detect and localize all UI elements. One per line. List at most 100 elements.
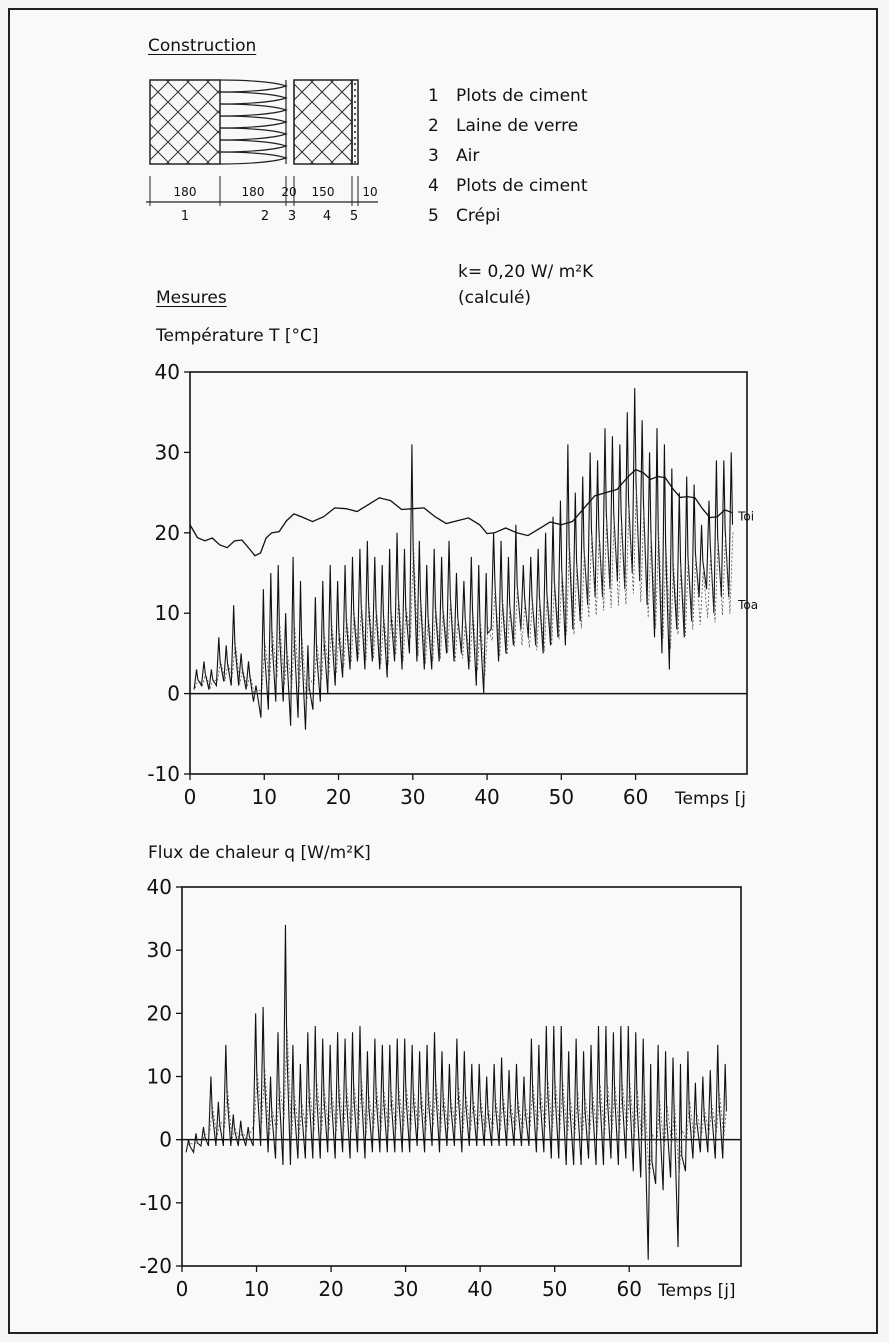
hatch-line — [150, 80, 191, 121]
y-tick-label: 20 — [147, 1001, 172, 1025]
dimension-label: 150 — [312, 185, 335, 199]
construction-heading: Construction — [148, 36, 257, 56]
render-dot — [354, 137, 356, 139]
x-tick-label: 50 — [542, 1277, 567, 1301]
hatch-line — [294, 123, 335, 164]
render-layer — [351, 79, 359, 165]
y-tick-label: -10 — [139, 1191, 172, 1215]
hatch-line — [329, 141, 352, 164]
x-tick-label: 10 — [252, 785, 277, 809]
legend-item: 1 Plots de ciment — [428, 86, 588, 106]
y-tick-label: 30 — [147, 938, 172, 962]
x-tick-label: 60 — [623, 785, 648, 809]
y-tick-label: 40 — [155, 360, 180, 384]
layer-number: 3 — [288, 209, 296, 224]
wool-loop — [219, 127, 288, 141]
legend-item: 3 Air — [428, 146, 480, 166]
render-dot — [354, 101, 356, 103]
series-label-toa: Toa — [737, 598, 758, 612]
y-tick-label: -10 — [147, 762, 180, 786]
render-dot — [354, 107, 356, 109]
legend-item: 4 Plots de ciment — [428, 176, 588, 196]
dimension-label: 180 — [174, 185, 197, 199]
hatch-line — [246, 80, 330, 164]
hatch-line — [246, 80, 330, 164]
layer-number: 1 — [181, 209, 189, 224]
hatch-line — [309, 80, 352, 123]
measures-heading: Mesures — [156, 288, 227, 308]
series-line-q — [185, 924, 728, 1260]
render-dot — [354, 125, 356, 127]
series-label-toi: Toi — [737, 510, 754, 524]
hatch-line — [294, 143, 315, 164]
series-trace-dashed — [194, 489, 734, 703]
x-tick-label: 30 — [400, 785, 425, 809]
hatch-line — [150, 80, 211, 141]
x-tick-label: 0 — [176, 1277, 189, 1301]
chart-title-heatflux: Flux de chaleur q [W/m²K] — [148, 843, 371, 863]
figure-frame — [8, 8, 878, 1334]
wool-loop — [219, 139, 288, 153]
legend-item: 2 Laine de verre — [428, 116, 579, 136]
x-tick-label: 30 — [393, 1277, 418, 1301]
x-tick-label: 50 — [549, 785, 574, 809]
k-note: (calculé) — [458, 288, 532, 308]
render-dot — [354, 95, 356, 97]
hatch-line — [150, 123, 191, 164]
hatch-line — [165, 109, 220, 164]
hatch-line — [294, 80, 335, 121]
layer-number: 4 — [323, 209, 331, 224]
x-tick-label: 40 — [474, 785, 499, 809]
hatch-line — [266, 80, 350, 164]
x-tick-label: 60 — [616, 1277, 641, 1301]
hatch-line — [266, 80, 350, 164]
hatch-line — [185, 80, 220, 115]
k-value: k= 0,20 W/ m²K — [458, 262, 594, 282]
legend-item: 5 Crépi — [428, 206, 501, 226]
x-tick-label: 40 — [467, 1277, 492, 1301]
x-tick-label: 10 — [244, 1277, 269, 1301]
y-tick-label: 20 — [155, 521, 180, 545]
dimension-label: 20 — [281, 185, 296, 199]
y-tick-label: 40 — [147, 875, 172, 899]
hatch-1 — [150, 80, 350, 164]
hatch-line — [329, 80, 352, 103]
render-dot — [354, 143, 356, 145]
x-tick-label: 20 — [318, 1277, 343, 1301]
x-tick-label: 0 — [184, 785, 197, 809]
y-tick-label: 0 — [167, 682, 180, 706]
glass-wool — [219, 79, 288, 165]
y-tick-label: 30 — [155, 440, 180, 464]
hatch-line — [150, 143, 171, 164]
hatch-4 — [294, 80, 352, 164]
wool-loop — [219, 79, 288, 93]
x-axis-label: Temps [j — [674, 789, 746, 809]
hatch-line — [309, 121, 352, 164]
hatch-line — [294, 101, 352, 161]
y-tick-label: 10 — [155, 601, 180, 625]
render-dot — [354, 113, 356, 115]
y-tick-label: -20 — [139, 1254, 172, 1278]
hatch-line — [294, 81, 352, 141]
dimension-label: 10 — [362, 185, 377, 199]
wool-loop — [219, 115, 288, 129]
dimension-label: 180 — [242, 185, 265, 199]
hatch-line — [185, 129, 220, 164]
plot-frame — [189, 371, 748, 775]
x-axis-label: Temps [j] — [657, 1281, 736, 1301]
x-tick-label: 20 — [326, 785, 351, 809]
render-dot — [354, 119, 356, 121]
layer-number: 2 — [261, 209, 269, 224]
render-dot — [354, 155, 356, 157]
render-dot — [354, 149, 356, 151]
wall-section-diagram: 180 180 20 150 10 1 2 3 4 5 — [146, 79, 378, 224]
wool-loop — [219, 91, 288, 105]
y-tick-label: 10 — [147, 1065, 172, 1089]
hatch-line — [294, 80, 315, 101]
render-dot — [354, 89, 356, 91]
series-line-Toa — [193, 388, 734, 730]
hatch-line — [150, 89, 220, 161]
